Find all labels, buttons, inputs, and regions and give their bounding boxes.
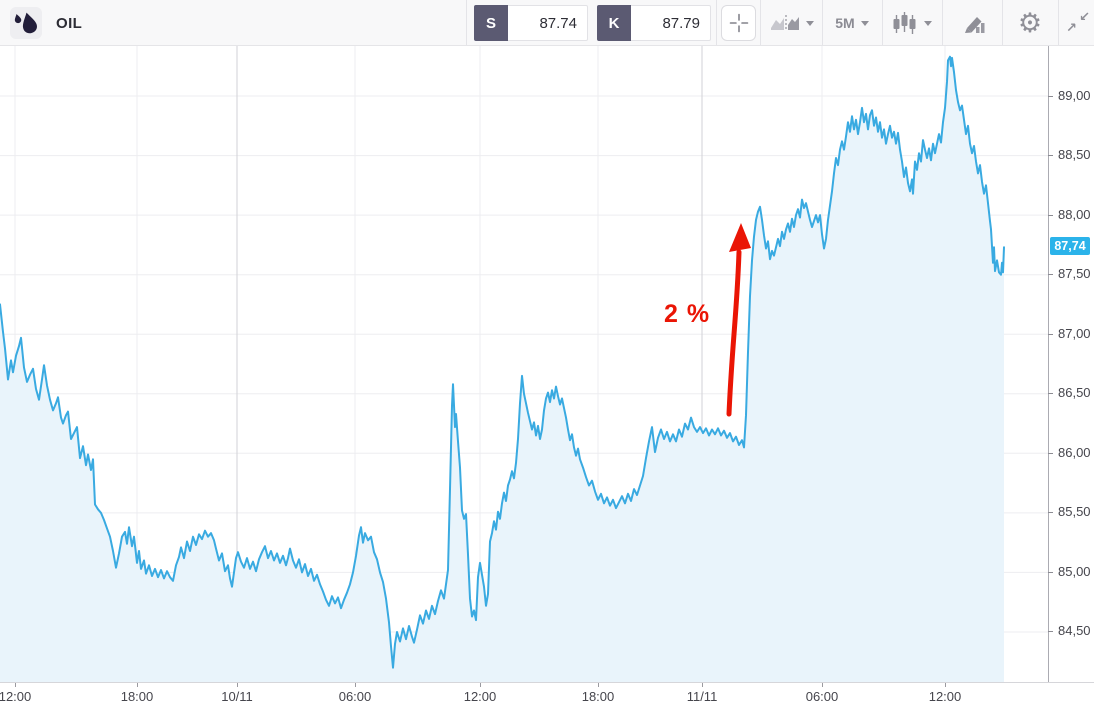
chart-canvas[interactable] bbox=[0, 46, 1048, 682]
chevron-down-icon bbox=[806, 20, 814, 26]
settings-gear-icon: ⚙ bbox=[1017, 7, 1043, 39]
oil-drops-icon bbox=[10, 7, 42, 39]
price-axis-tick bbox=[1048, 96, 1053, 97]
candlestick-chart-icon bbox=[893, 12, 916, 34]
instrument-name: OIL bbox=[56, 14, 83, 32]
price-axis-label: 87,50 bbox=[1058, 266, 1091, 281]
buy-price: 87.79 bbox=[631, 5, 711, 41]
toolbar-divider bbox=[1058, 0, 1059, 45]
time-axis-tick bbox=[137, 683, 138, 687]
timeframe-button[interactable]: 5M bbox=[828, 0, 876, 46]
price-axis-tick bbox=[1048, 453, 1053, 454]
annotation-arrow-shaft bbox=[726, 249, 742, 417]
toolbar-divider bbox=[760, 0, 761, 45]
price-axis-label: 86,50 bbox=[1058, 385, 1091, 400]
sell-quote-button[interactable]: S 87.74 bbox=[474, 5, 588, 41]
price-axis-label: 88,50 bbox=[1058, 147, 1091, 162]
toolbar: OIL S 87.74 K 87.79 bbox=[0, 0, 1094, 46]
price-axis-tick bbox=[1048, 631, 1053, 632]
price-axis-tick bbox=[1048, 274, 1053, 275]
toolbar-divider bbox=[466, 0, 467, 45]
price-axis-tick bbox=[1048, 393, 1053, 394]
collapse-chart-button[interactable]: ↙ ↗ bbox=[1062, 0, 1094, 46]
toolbar-divider bbox=[716, 0, 717, 45]
chevron-down-icon bbox=[924, 20, 932, 26]
time-axis-label: 12:00 bbox=[928, 689, 962, 704]
time-axis-label: 11/11 bbox=[686, 689, 718, 704]
current-price-badge: 87,74 bbox=[1050, 237, 1090, 255]
sell-tag: S bbox=[474, 5, 508, 41]
price-axis-tick bbox=[1048, 572, 1053, 573]
price-axis-label: 89,00 bbox=[1058, 88, 1091, 103]
time-axis-label: 12:00 bbox=[463, 689, 497, 704]
instrument-selector[interactable]: OIL bbox=[10, 7, 82, 39]
time-axis[interactable]: 12:00 18:00 10/11 06:00 12:00 18:00 11/11 06:00… bbox=[0, 682, 1094, 710]
time-axis-tick bbox=[822, 683, 823, 687]
time-axis-tick bbox=[15, 683, 16, 687]
chevron-down-icon bbox=[860, 20, 869, 26]
price-axis-label: 87,00 bbox=[1058, 326, 1091, 341]
time-axis-label: 12:00 bbox=[0, 689, 32, 704]
chart-type-button[interactable] bbox=[766, 0, 818, 46]
time-axis-label: 06:00 bbox=[338, 689, 372, 704]
annotation-arrow-head bbox=[729, 223, 751, 252]
price-axis[interactable]: 89,00 88,50 88,00 87,50 87,00 86,50 86,00 85,50… bbox=[1048, 46, 1094, 683]
crosshair-tool-button[interactable] bbox=[721, 5, 756, 41]
buy-quote-button[interactable]: K 87.79 bbox=[597, 5, 711, 41]
time-axis-tick bbox=[355, 683, 356, 687]
toolbar-divider bbox=[822, 0, 823, 45]
price-axis-label: 85,50 bbox=[1058, 504, 1091, 519]
toolbar-divider bbox=[942, 0, 943, 45]
price-axis-tick bbox=[1048, 155, 1053, 156]
crosshair-icon bbox=[729, 13, 748, 33]
time-axis-tick bbox=[945, 683, 946, 687]
price-chart-area: 89,00 88,50 88,00 87,50 87,00 86,50 86,00 85,50… bbox=[0, 46, 1094, 710]
price-axis-tick bbox=[1048, 512, 1053, 513]
time-axis-label: 18:00 bbox=[120, 689, 154, 704]
draw-tools-icon bbox=[965, 17, 985, 33]
time-axis-tick bbox=[480, 683, 481, 687]
price-axis-tick bbox=[1048, 215, 1053, 216]
price-axis-label: 85,00 bbox=[1058, 564, 1091, 579]
price-axis-tick bbox=[1048, 334, 1053, 335]
collapse-icon: ↙ ↗ bbox=[1066, 10, 1090, 36]
timeframe-label: 5M bbox=[835, 15, 855, 31]
time-axis-tick bbox=[702, 683, 703, 687]
toolbar-divider bbox=[882, 0, 883, 45]
time-axis-tick bbox=[237, 683, 238, 687]
candle-type-button[interactable] bbox=[888, 0, 936, 46]
area-fill bbox=[0, 56, 1004, 682]
chart-type-compare-icon bbox=[771, 15, 799, 31]
sell-price: 87.74 bbox=[508, 5, 588, 41]
time-axis-label: 18:00 bbox=[581, 689, 615, 704]
toolbar-divider bbox=[1002, 0, 1003, 45]
time-axis-label: 10/11 bbox=[221, 689, 253, 704]
time-axis-label: 06:00 bbox=[805, 689, 839, 704]
settings-button[interactable]: ⚙ bbox=[1008, 0, 1052, 46]
percent-change-annotation: 2 % bbox=[664, 300, 711, 328]
time-axis-tick bbox=[598, 683, 599, 687]
draw-tools-button[interactable] bbox=[948, 0, 1002, 46]
price-axis-label: 88,00 bbox=[1058, 207, 1091, 222]
price-axis-label: 86,00 bbox=[1058, 445, 1091, 460]
buy-tag: K bbox=[597, 5, 631, 41]
price-axis-label: 84,50 bbox=[1058, 623, 1091, 638]
price-line bbox=[0, 55, 1005, 669]
